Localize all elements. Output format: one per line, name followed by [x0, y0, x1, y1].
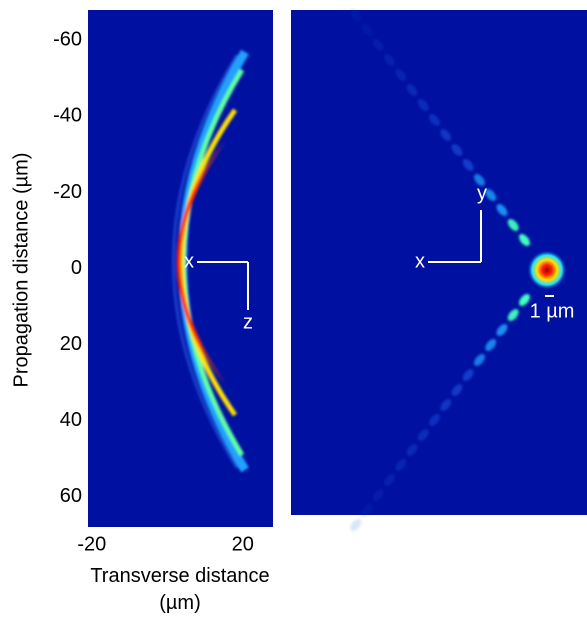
y-tick-label: 20: [60, 333, 82, 355]
focal-spot: [527, 250, 567, 290]
y-tick-label: 40: [60, 409, 82, 431]
fringe: [361, 24, 373, 36]
annotation: y: [477, 182, 487, 204]
beam-arc: [172, 49, 249, 473]
x-axis-label: Transverse distance (µm): [90, 565, 270, 614]
y-tick-label: -40: [53, 105, 82, 127]
fringe: [429, 414, 440, 426]
annotation: 1 µm: [530, 300, 575, 322]
annotation: z: [243, 311, 253, 333]
y-tick-label: 60: [60, 485, 82, 507]
fringe: [406, 444, 418, 456]
fringes: [350, 9, 530, 531]
fringe: [350, 9, 362, 21]
fringe: [350, 519, 362, 531]
fringe: [429, 114, 440, 126]
fringe: [519, 234, 530, 246]
fringe: [485, 339, 497, 351]
fringe: [440, 129, 452, 141]
fringe: [496, 324, 508, 336]
fringe: [496, 204, 508, 216]
fringe: [474, 354, 485, 366]
fringe: [507, 219, 519, 231]
x-tick-label: -20: [77, 533, 106, 555]
fringe: [440, 399, 452, 411]
y-tick-label: -20: [53, 181, 82, 203]
x-tick-label: 20: [232, 533, 254, 555]
fringe: [372, 39, 384, 51]
fringe: [474, 174, 485, 186]
fringe: [406, 84, 418, 96]
fringe: [451, 144, 463, 156]
fringe: [417, 99, 429, 111]
annotation: x: [184, 250, 194, 272]
fringe: [507, 309, 519, 321]
fringe: [395, 69, 407, 81]
fringe: [384, 474, 395, 486]
fringe: [372, 489, 384, 501]
y-axis-label: Propagation distance (µm): [10, 153, 32, 388]
fringe: [417, 429, 429, 441]
fringe: [384, 54, 395, 66]
fringe: [462, 369, 474, 381]
y-tick-label: -60: [53, 29, 82, 51]
fringe: [361, 504, 373, 516]
fringe: [519, 294, 530, 306]
y-tick-label: 0: [71, 257, 82, 279]
annotation: x: [415, 250, 425, 272]
fringe: [451, 384, 463, 396]
fringe: [462, 159, 474, 171]
fringe: [485, 189, 497, 201]
fringe: [395, 459, 407, 471]
